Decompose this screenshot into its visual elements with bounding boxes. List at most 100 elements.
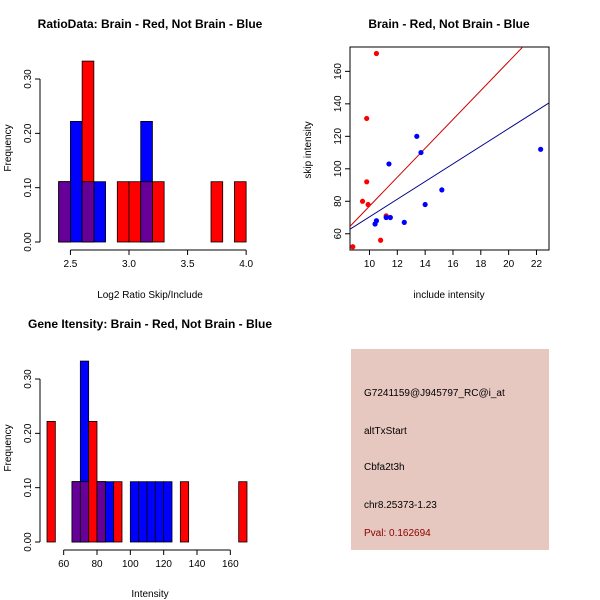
bar-overlap-2 xyxy=(96,481,106,543)
x-tick-label: 160 xyxy=(222,559,239,570)
bar-brain-6 xyxy=(210,181,224,243)
intensity-scatter: Brain - Red, Not Brain - Blue 10 12 14 16 18… xyxy=(303,17,550,301)
bar-not-brain-7 xyxy=(154,481,165,543)
x-tick-label: 60 xyxy=(58,559,70,570)
bar-brain-0 xyxy=(46,420,56,543)
gene-intensity-histogram-axes: 60 80 100 120 140 160 0.00 0.10 0.20 0.30 xyxy=(23,369,239,570)
point-brain-3 xyxy=(364,115,370,122)
bar-not-brain-3 xyxy=(93,181,106,243)
ratio-histogram: RatioData: Brain - Red, Not Brain - Blue… xyxy=(3,17,263,301)
bar-not-brain-4 xyxy=(129,481,140,543)
point-brain-4 xyxy=(365,201,371,208)
y-tick-label: 140 xyxy=(333,95,344,112)
bar-overlap-4 xyxy=(140,181,153,243)
bar-overlap-0 xyxy=(58,181,71,243)
x-tick-label: 140 xyxy=(189,559,206,570)
y-tick-label: 160 xyxy=(333,63,344,80)
bar-not-brain-3 xyxy=(104,481,115,543)
point-not-brain-3 xyxy=(387,214,393,221)
x-tick-label: 20 xyxy=(503,259,515,270)
gene-name: Cbfa2t3h xyxy=(364,462,405,473)
point-not-brain-10 xyxy=(538,146,544,152)
x-tick-label: 120 xyxy=(155,559,172,570)
gene-intensity-histogram-xlabel: Intensity xyxy=(131,589,168,600)
bar-not-brain-6 xyxy=(146,481,156,543)
bar-brain-6 xyxy=(179,481,190,543)
ratio-histogram-axes: 2.5 3.0 3.5 4.0 0.00 0.10 0.20 0.30 xyxy=(23,69,254,270)
gene-intensity-histogram: Gene Itensity: Brain - Red, Not Brain - … xyxy=(3,317,272,600)
point-brain-2 xyxy=(364,179,370,185)
y-tick-label: 0.10 xyxy=(23,178,34,198)
bar-brain-2 xyxy=(116,181,130,243)
point-brain-5 xyxy=(373,50,380,57)
event-type: altTxStart xyxy=(364,426,407,437)
point-not-brain-6 xyxy=(414,133,420,139)
point-not-brain-8 xyxy=(422,201,428,208)
x-tick-label: 10 xyxy=(364,259,376,270)
genomic-location: chr8.25373-1.23 xyxy=(364,500,437,511)
point-not-brain-4 xyxy=(386,161,392,167)
point-not-brain-5 xyxy=(401,219,407,225)
gene-intensity-histogram-title: Gene Itensity: Brain - Red, Not Brain - … xyxy=(28,317,272,331)
x-tick-label: 12 xyxy=(392,259,404,270)
ratio-histogram-title: RatioData: Brain - Red, Not Brain - Blue xyxy=(38,17,263,31)
bar-not-brain-8 xyxy=(163,481,173,543)
point-not-brain-1 xyxy=(373,218,380,224)
bar-not-brain-5 xyxy=(138,481,148,543)
intensity-scatter-title: Brain - Red, Not Brain - Blue xyxy=(368,17,530,31)
x-tick-label: 3.0 xyxy=(122,259,136,270)
y-tick-label: 80 xyxy=(333,195,344,207)
x-tick-label: 100 xyxy=(122,559,139,570)
point-brain-1 xyxy=(359,198,366,204)
gene-intensity-histogram-bars xyxy=(46,360,248,543)
y-tick-label: 0.00 xyxy=(23,232,34,252)
bar-overlap-0 xyxy=(71,481,81,543)
fit-line-brain-fit xyxy=(350,47,524,227)
x-tick-label: 16 xyxy=(447,259,459,270)
info-panel-background xyxy=(351,349,549,550)
gene-intensity-histogram-ylabel: Frequency xyxy=(3,424,14,471)
plot-frame xyxy=(349,46,550,251)
point-brain-0 xyxy=(350,244,356,250)
point-brain-6 xyxy=(378,237,384,243)
point-not-brain-2 xyxy=(383,214,389,221)
x-tick-label: 80 xyxy=(91,559,103,570)
intensity-scatter-ylabel: skip intensity xyxy=(303,121,314,178)
y-tick-label: 0.30 xyxy=(23,69,34,89)
point-not-brain-7 xyxy=(418,149,424,156)
bar-not-brain-1 xyxy=(70,120,83,243)
bar-brain-3 xyxy=(88,420,98,543)
y-tick-label: 60 xyxy=(333,228,344,240)
intensity-scatter-axes: 10 12 14 16 18 20 22 60 80 100 120 140 160 xyxy=(333,63,542,270)
y-tick-label: 0.20 xyxy=(23,423,34,443)
y-tick-label: 0.20 xyxy=(23,123,34,143)
x-tick-label: 18 xyxy=(475,259,487,270)
info-panel: G7241159@J945797_RC@i_at altTxStart Cbfa… xyxy=(351,349,549,550)
bar-overlap-2 xyxy=(81,181,95,243)
bar-brain-3 xyxy=(128,181,142,243)
y-tick-label: 0.30 xyxy=(23,369,34,389)
intensity-scatter-points xyxy=(350,50,544,250)
point-not-brain-9 xyxy=(439,187,445,193)
x-tick-label: 22 xyxy=(531,259,543,270)
p-value: Pval: 0.162694 xyxy=(364,528,431,539)
x-tick-label: 4.0 xyxy=(239,259,253,270)
probe-id: G7241159@J945797_RC@i_at xyxy=(364,388,505,399)
intensity-scatter-fit-lines xyxy=(350,47,549,230)
bar-brain-7 xyxy=(238,481,248,543)
y-tick-label: 100 xyxy=(333,160,344,177)
y-tick-label: 120 xyxy=(333,128,344,145)
bar-brain-5 xyxy=(152,181,165,243)
bar-overlap-1 xyxy=(79,481,90,543)
x-tick-label: 2.5 xyxy=(63,259,77,270)
y-tick-label: 0.00 xyxy=(23,532,34,552)
bar-brain-7 xyxy=(234,181,247,243)
intensity-scatter-box xyxy=(349,46,550,251)
intensity-scatter-xlabel: include intensity xyxy=(413,290,484,301)
y-tick-label: 0.10 xyxy=(23,478,34,498)
x-tick-label: 3.5 xyxy=(181,259,195,270)
ratio-histogram-ylabel: Frequency xyxy=(3,124,14,171)
fit-line-not-brain-fit xyxy=(350,102,549,230)
bar-brain-5 xyxy=(113,481,123,543)
